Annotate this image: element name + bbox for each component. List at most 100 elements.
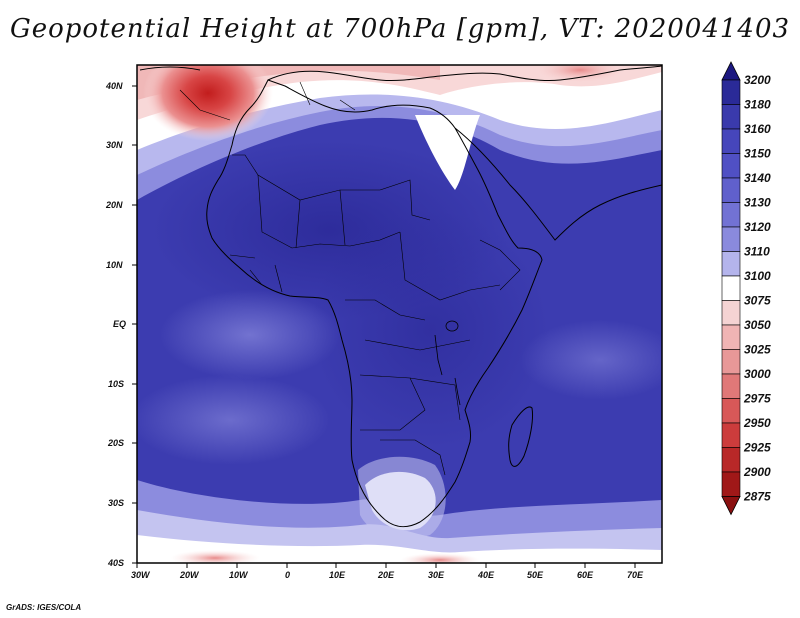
y-tick-label: EQ: [113, 319, 126, 329]
colorbar-segment: [721, 153, 741, 179]
x-tick-label: 20W: [179, 570, 200, 580]
border-line: [380, 439, 446, 476]
colorbar-segment: [721, 275, 741, 301]
lake-tanganyika: [434, 334, 443, 376]
colorbar-label: 2950: [743, 416, 771, 430]
colorbar-segment: [721, 471, 741, 497]
colorbar-segment: [721, 422, 741, 448]
colorbar-label: 3075: [744, 294, 771, 308]
southwest-pink-patch: [170, 550, 260, 563]
x-tick-label: 60E: [577, 570, 594, 580]
mediterranean-coast: [267, 65, 662, 81]
colorbar-segment: [721, 79, 741, 105]
x-tick-label: 30W: [131, 570, 151, 580]
colorbar-label: 2900: [743, 465, 771, 479]
colorbar-label: 3000: [744, 367, 771, 381]
x-tick-label: 0: [285, 570, 290, 580]
colorbar-segment: [721, 300, 741, 326]
x-tick-label: 20E: [377, 570, 395, 580]
colorbar: 3200 3180 3160 3150 3140 3130 3120 3110 3100 3075…: [721, 61, 771, 516]
southern-africa-light-patch: [358, 456, 446, 539]
x-tick-label: 30E: [428, 570, 445, 580]
border-line: [479, 239, 521, 291]
colorbar-label: 3130: [744, 196, 771, 210]
map-frame: [136, 64, 663, 564]
colorbar-segment: [721, 202, 741, 228]
border-line: [339, 189, 346, 246]
colorbar-segment: [721, 104, 741, 130]
colorbar-segment: [721, 373, 741, 399]
colorbar-segment: [721, 177, 741, 203]
colorbar-label: 2975: [743, 392, 771, 406]
y-tick-label: 20S: [107, 438, 124, 448]
lakes: [434, 320, 461, 406]
x-axis-labels: 30W 20W 10W 0 10E 20E 30E 40E 50E 60E 70…: [131, 570, 644, 580]
colorbar-segment: [721, 128, 741, 154]
low-height-center: [143, 65, 273, 141]
y-tick-label: 20N: [105, 200, 123, 210]
border-line: [229, 254, 283, 293]
grads-credit: GrADS: IGES/COLA: [6, 603, 82, 612]
northeast-pink-patch: [530, 65, 630, 84]
colorbar-label: 3200: [744, 73, 771, 87]
border-line: [295, 199, 301, 249]
madagascar-coastline: [508, 406, 533, 467]
y-tick-label: 30N: [106, 140, 123, 150]
colorbar-segment: [721, 324, 741, 350]
border-line: [345, 299, 426, 321]
colorbar-bottom-arrow: [721, 496, 741, 516]
border-line: [257, 174, 401, 249]
colorbar-label: 2875: [743, 490, 771, 504]
colorbar-label: 3025: [744, 343, 771, 357]
nile-white-tongue: [415, 115, 480, 190]
africa-coastline: [206, 79, 543, 528]
colorbar-segment: [721, 447, 741, 473]
colorbar-segment: [721, 226, 741, 252]
x-tick-label: 70E: [627, 570, 644, 580]
colorbar-segment: [721, 398, 741, 424]
y-tick-label: 10S: [108, 379, 124, 389]
map-panel: [137, 65, 662, 563]
atlantic-light-patch: [160, 290, 340, 380]
y-tick-label: 10N: [106, 260, 123, 270]
europe-coast: [139, 66, 201, 71]
border-line: [399, 231, 501, 301]
south-white-band: [137, 535, 662, 563]
south-pink-patch: [400, 553, 480, 563]
south-atlantic-light-patch: [137, 375, 330, 465]
red-sea-arabia-coast: [454, 127, 662, 241]
country-borders: [179, 81, 521, 476]
border-line: [409, 377, 461, 421]
colorbar-segment: [721, 251, 741, 277]
y-tick-label: 40S: [107, 558, 124, 568]
border-line: [359, 374, 426, 431]
colorbar-segment: [721, 349, 741, 375]
lake-victoria: [445, 320, 459, 332]
border-line: [179, 81, 356, 121]
x-tick-label: 10E: [329, 570, 346, 580]
y-axis-labels: 40N 30N 20N 10N EQ 10S 20S 30S 40S: [105, 81, 126, 568]
x-tick-label: 40E: [477, 570, 495, 580]
x-tick-label: 10W: [229, 570, 249, 580]
colorbar-label: 3150: [744, 147, 771, 161]
coastlines: [139, 65, 662, 528]
y-tick-label: 40N: [105, 81, 123, 91]
colorbar-label: 3110: [744, 245, 770, 259]
colorbar-label: 3100: [744, 269, 771, 283]
axis-ticks: [132, 85, 636, 568]
indian-ocean-light-patch: [520, 320, 662, 400]
y-tick-label: 30S: [108, 498, 124, 508]
x-tick-label: 50E: [527, 570, 544, 580]
colorbar-label: 2925: [743, 441, 771, 455]
lake-malawi: [454, 377, 461, 406]
colorbar-label: 3120: [744, 220, 771, 234]
colorbar-label: 3180: [744, 98, 771, 112]
colorbar-top-arrow: [721, 61, 741, 81]
colorbar-label: 3160: [744, 122, 771, 136]
height-field-core-south: [310, 210, 550, 450]
colorbar-label: 3050: [744, 318, 771, 332]
border-line: [364, 339, 471, 351]
colorbar-label: 3140: [744, 171, 771, 185]
map-title: Geopotential Height at 700hPa [gpm], VT:…: [9, 14, 791, 44]
